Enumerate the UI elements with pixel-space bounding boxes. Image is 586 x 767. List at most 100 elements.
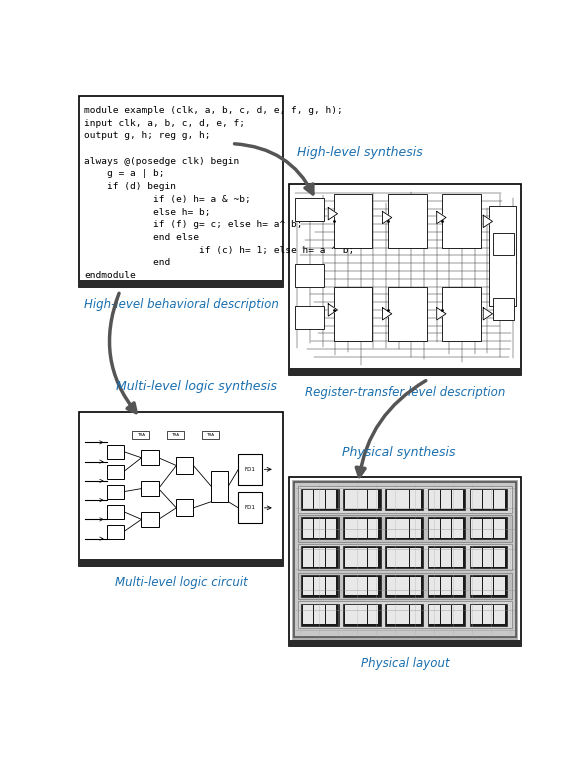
Bar [429, 577, 440, 595]
Text: FD1: FD1 [244, 505, 255, 510]
Bar [483, 490, 493, 509]
Bar [292, 480, 518, 640]
Polygon shape [483, 308, 492, 320]
Bar [387, 519, 398, 538]
Bar [494, 605, 505, 624]
Bar [398, 490, 409, 509]
Bar [494, 519, 505, 538]
Bar [302, 519, 314, 538]
Bar [410, 519, 421, 538]
Text: High-level behavioral description: High-level behavioral description [84, 298, 278, 311]
Text: FD1: FD1 [244, 467, 255, 472]
Bar [492, 233, 515, 255]
Bar [345, 577, 356, 595]
Bar [452, 519, 463, 538]
Text: always @(posedge clk) begin: always @(posedge clk) begin [84, 156, 239, 166]
Bar [302, 490, 314, 509]
Text: TRA: TRA [172, 433, 180, 436]
Bar [429, 605, 440, 624]
Bar [471, 490, 482, 509]
Bar [398, 577, 409, 595]
Bar [343, 489, 381, 511]
Bar [386, 546, 423, 568]
Text: if (c) h= 1; else h= a ^ b;: if (c) h= 1; else h= a ^ b; [84, 245, 355, 255]
Bar [107, 465, 124, 479]
Bar [345, 519, 356, 538]
Bar [314, 577, 325, 595]
Bar [483, 577, 493, 595]
Bar [107, 485, 124, 499]
Bar [452, 605, 463, 624]
Bar [442, 195, 481, 249]
Bar [471, 548, 482, 567]
Bar [141, 512, 158, 527]
Bar [429, 519, 440, 538]
Bar [356, 605, 367, 624]
Bar [398, 548, 409, 567]
Bar [326, 519, 336, 538]
Bar [410, 490, 421, 509]
Bar [492, 298, 515, 320]
Bar [441, 577, 451, 595]
Text: Physical synthesis: Physical synthesis [342, 446, 455, 459]
Bar [441, 548, 451, 567]
Bar [356, 490, 367, 509]
Bar [80, 412, 282, 565]
Bar [107, 525, 124, 538]
Bar [345, 548, 356, 567]
Bar [452, 490, 463, 509]
Text: end: end [84, 258, 171, 268]
Bar [345, 490, 356, 509]
Bar [301, 575, 339, 597]
Text: end else: end else [84, 233, 199, 242]
Text: g = a | b;: g = a | b; [84, 170, 165, 179]
Bar [301, 489, 339, 511]
Bar [471, 577, 482, 595]
Bar [429, 548, 440, 567]
Bar [470, 604, 507, 626]
Bar [301, 604, 339, 626]
Bar [483, 548, 493, 567]
Bar [295, 306, 324, 329]
Bar [386, 604, 423, 626]
Text: input clk, a, b, c, d, e, f;: input clk, a, b, c, d, e, f; [84, 119, 245, 127]
Text: endmodule: endmodule [84, 271, 136, 280]
Bar [441, 519, 451, 538]
Text: Multi-level logic synthesis: Multi-level logic synthesis [116, 380, 277, 393]
Bar [298, 515, 512, 542]
Bar [398, 519, 409, 538]
Bar [470, 518, 507, 539]
Bar [326, 548, 336, 567]
Text: Register-transfer level description: Register-transfer level description [305, 386, 505, 399]
Bar [298, 544, 512, 571]
Bar [428, 518, 465, 539]
Bar [301, 546, 339, 568]
Bar [368, 519, 379, 538]
Bar [326, 605, 336, 624]
Polygon shape [437, 308, 446, 320]
Bar [80, 96, 282, 287]
Text: Physical layout: Physical layout [360, 657, 449, 670]
Bar [289, 640, 521, 647]
Text: output g, h; reg g, h;: output g, h; reg g, h; [84, 131, 210, 140]
Bar [295, 264, 324, 287]
Bar [388, 195, 427, 249]
Bar [494, 548, 505, 567]
Bar [289, 477, 521, 647]
Bar [298, 573, 512, 599]
Polygon shape [483, 216, 492, 228]
Bar [387, 548, 398, 567]
Text: if (f) g= c; else h= a^ b;: if (f) g= c; else h= a^ b; [84, 220, 302, 229]
Bar [107, 505, 124, 518]
Bar [326, 577, 336, 595]
Bar [107, 445, 124, 459]
Bar [80, 280, 282, 287]
Bar [428, 575, 465, 597]
Polygon shape [328, 304, 338, 316]
Bar [314, 605, 325, 624]
Bar [298, 486, 512, 513]
Bar [471, 519, 482, 538]
Bar [302, 605, 314, 624]
Bar [343, 546, 381, 568]
Bar [301, 518, 339, 539]
